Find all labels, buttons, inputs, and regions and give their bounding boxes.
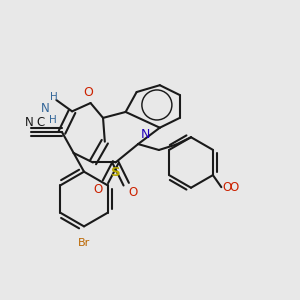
Text: H: H	[49, 115, 57, 125]
Text: N: N	[41, 103, 50, 116]
Text: C: C	[36, 116, 44, 129]
Text: Br: Br	[78, 238, 90, 248]
Text: H: H	[50, 92, 57, 102]
Text: S: S	[111, 166, 121, 179]
Text: O: O	[230, 181, 239, 194]
Text: N: N	[140, 128, 150, 141]
Text: O: O	[223, 181, 232, 194]
Text: N: N	[25, 116, 34, 129]
Text: O: O	[129, 186, 138, 199]
Text: O: O	[94, 183, 103, 196]
Text: O: O	[83, 85, 93, 99]
